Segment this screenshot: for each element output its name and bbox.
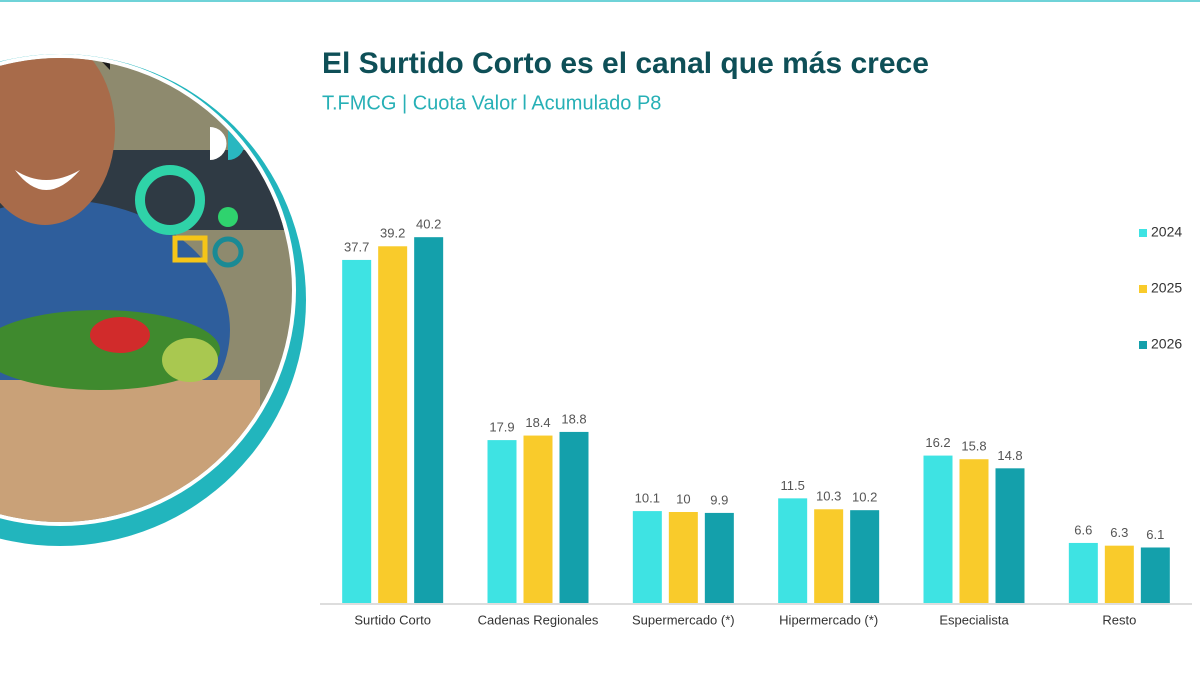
legend-label: 2024	[1151, 224, 1182, 240]
x-tick-label: Surtido Corto	[354, 612, 431, 627]
x-tick-label: Cadenas Regionales	[478, 612, 599, 627]
bar	[778, 498, 808, 603]
bar	[559, 431, 589, 603]
chart-title: El Surtido Corto es el canal que más cre…	[322, 47, 929, 80]
legend-label: 2025	[1151, 280, 1182, 296]
bar	[523, 435, 553, 603]
bar	[850, 510, 880, 603]
bar	[959, 459, 989, 603]
value-label: 16.2	[925, 435, 950, 450]
value-label: 18.8	[561, 411, 586, 426]
value-label: 6.6	[1074, 522, 1092, 537]
value-label: 11.5	[780, 478, 804, 493]
value-label: 17.9	[489, 420, 514, 435]
bar	[1140, 547, 1170, 603]
bar	[814, 509, 844, 603]
value-label: 6.3	[1110, 525, 1128, 540]
value-label: 6.1	[1146, 527, 1164, 542]
value-label: 9.9	[710, 492, 728, 507]
value-label: 10	[676, 491, 690, 506]
legend-label: 2026	[1151, 336, 1182, 352]
x-tick-label: Hipermercado (*)	[779, 612, 878, 627]
bar	[342, 259, 372, 603]
value-label: 18.4	[525, 415, 550, 430]
bar	[668, 512, 698, 603]
value-label: 10.2	[852, 490, 877, 505]
value-label: 10.3	[816, 489, 841, 504]
photo	[0, 54, 306, 546]
bar	[923, 455, 953, 603]
value-label: 39.2	[380, 226, 405, 241]
value-label: 14.8	[997, 448, 1022, 463]
bar	[487, 440, 517, 603]
chart-subtitle: T.FMCG | Cuota Valor l Acumulado P8	[322, 92, 661, 114]
bar	[378, 246, 408, 603]
value-label: 40.2	[416, 217, 441, 232]
x-tick-label: Supermercado (*)	[632, 612, 735, 627]
legend-swatch	[1139, 229, 1147, 237]
bar	[704, 512, 734, 603]
bar	[1068, 542, 1098, 603]
legend-swatch	[1139, 285, 1147, 293]
value-label: 10.1	[635, 491, 660, 506]
value-label: 37.7	[344, 239, 369, 254]
bar	[1104, 545, 1134, 603]
bar	[995, 468, 1025, 603]
legend-swatch	[1139, 341, 1147, 349]
x-tick-label: Especialista	[939, 612, 1009, 627]
value-label: 15.8	[961, 439, 986, 454]
x-tick-label: Resto	[1102, 612, 1136, 627]
bar	[632, 511, 662, 603]
bar	[414, 237, 444, 603]
